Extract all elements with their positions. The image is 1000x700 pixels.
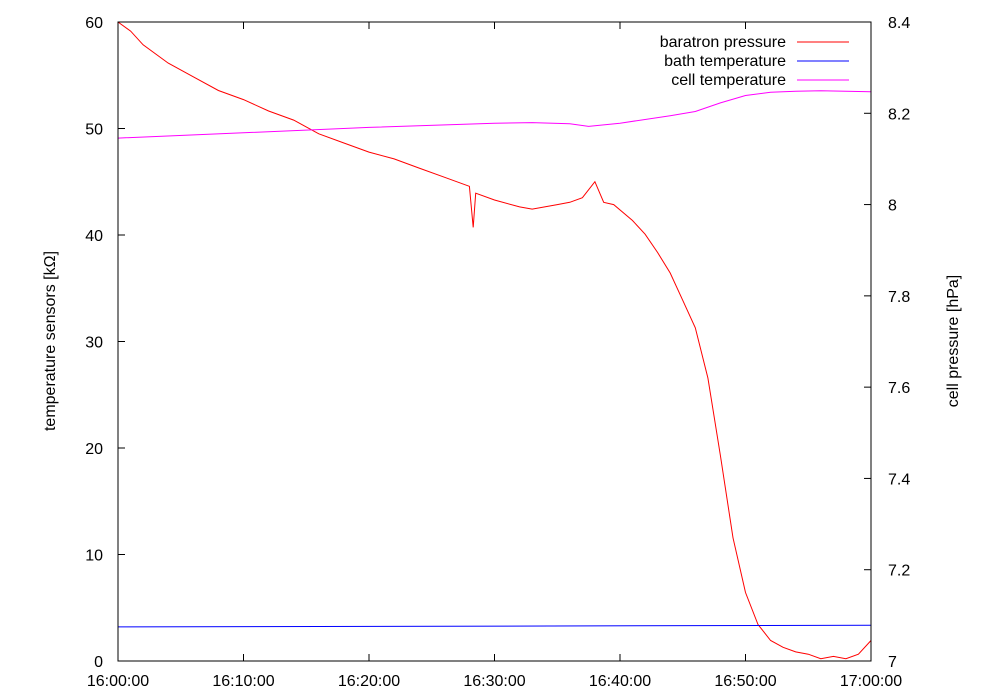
y-right-tick-label: 7.4 <box>888 471 910 488</box>
x-tick-label: 16:10:00 <box>212 673 274 690</box>
y-right-tick-label: 8.2 <box>888 106 910 123</box>
legend: baratron pressure bath temperature cell te… <box>660 34 849 89</box>
series-layer <box>117 21 872 660</box>
x-tick-label: 16:20:00 <box>338 673 400 690</box>
y-left-tick-label: 60 <box>85 15 103 32</box>
series-line-baratron-pressure <box>117 21 872 660</box>
y-left-tick-label: 10 <box>85 548 103 565</box>
y-left-tick-label: 30 <box>85 335 103 352</box>
y-right-tick-label: 7.8 <box>888 289 910 306</box>
series-line-bath-temperature <box>117 624 872 628</box>
plot-frame <box>117 21 872 662</box>
y-left-tick-label: 0 <box>94 654 103 671</box>
x-tick-label: 17:00:00 <box>840 673 902 690</box>
legend-label-bath-temperature: bath temperature <box>664 53 786 70</box>
legend-label-cell-temperature: cell temperature <box>671 72 786 89</box>
legend-label-baratron-pressure: baratron pressure <box>660 34 786 51</box>
x-tick-label: 16:50:00 <box>714 673 776 690</box>
y-left-tick-label: 50 <box>85 122 103 139</box>
series-line-cell-temperature <box>117 90 872 139</box>
y-right-tick-label: 7 <box>888 654 897 671</box>
x-tick-label: 16:00:00 <box>87 673 149 690</box>
y-left-tick-label: 40 <box>85 228 103 245</box>
y-left-tick-label: 20 <box>85 441 103 458</box>
y-right-tick-label: 7.2 <box>888 563 910 580</box>
ticks-layer: 16:00:00 16:10:00 16:20:00 16:30:00 16:40:00… <box>85 15 910 690</box>
y-right-tick-label: 7.6 <box>888 380 910 397</box>
y-left-axis-label: temperature sensors [kΩ] <box>42 251 59 431</box>
y-right-axis-label: cell pressure [hPa] <box>945 275 962 408</box>
x-tick-label: 16:30:00 <box>463 673 525 690</box>
y-right-tick-label: 8 <box>888 198 897 215</box>
y-right-tick-label: 8.4 <box>888 15 910 32</box>
x-tick-label: 16:40:00 <box>589 673 651 690</box>
